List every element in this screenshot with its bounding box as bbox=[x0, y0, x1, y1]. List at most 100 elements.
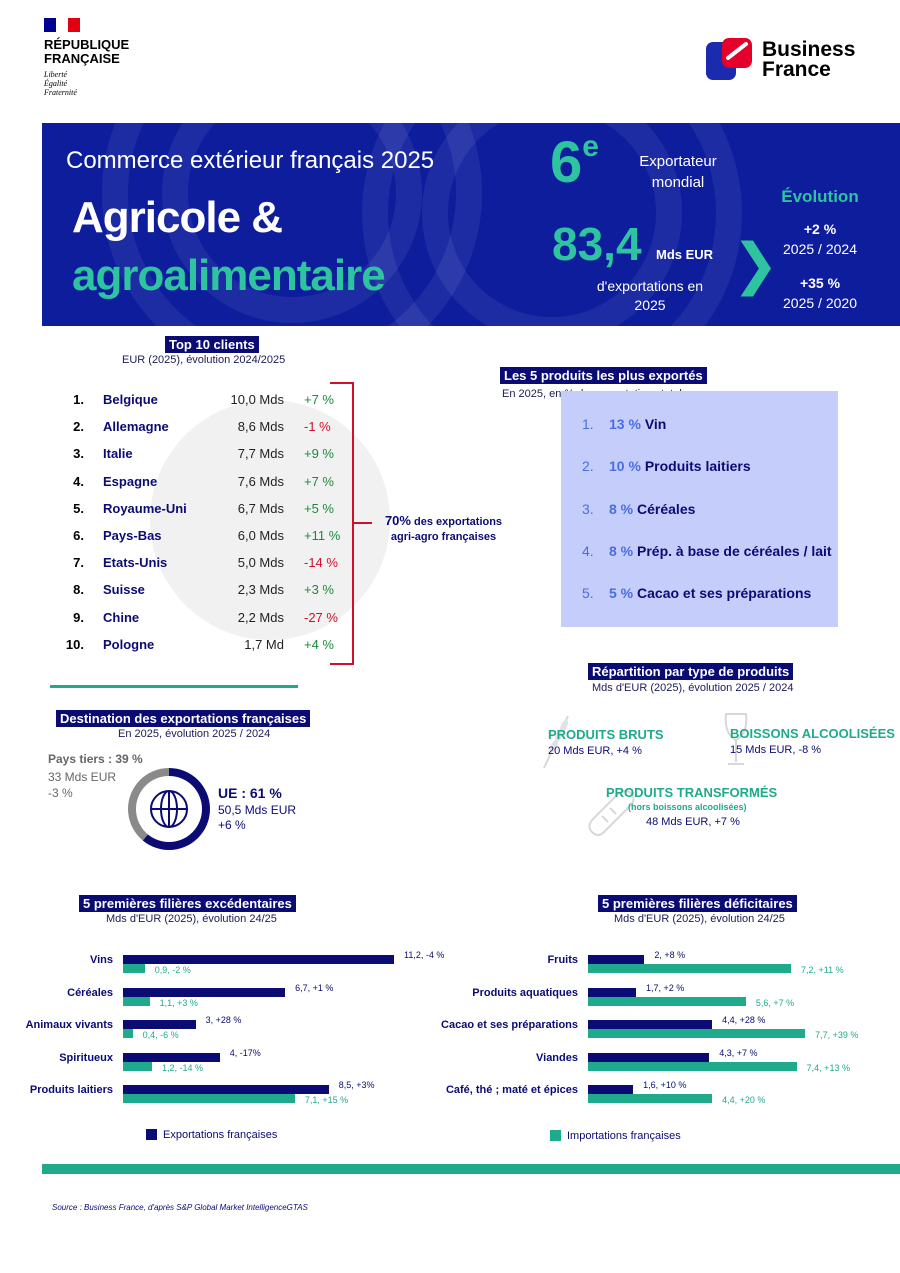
business-france-logo: Business France bbox=[762, 38, 856, 81]
import-bar bbox=[588, 964, 792, 973]
top-client-row: 3. Italie 7,7 Mds +9 % bbox=[60, 446, 340, 466]
product-number: 3. bbox=[582, 500, 594, 517]
top-client-row: 4. Espagne 7,6 Mds +7 % bbox=[60, 474, 340, 494]
client-value: 2,3 Mds bbox=[237, 582, 284, 598]
wheat-icon bbox=[543, 715, 569, 769]
export-bar bbox=[123, 1052, 220, 1062]
import-bar bbox=[123, 964, 145, 973]
top-client-row: 2. Allemagne 8,6 Mds -1 % bbox=[60, 419, 340, 439]
product-pct: 10 % bbox=[609, 458, 641, 475]
world-rank: 6e bbox=[550, 130, 599, 195]
product-pct: 5 % bbox=[609, 585, 634, 602]
bar-category-label: Spiritueux bbox=[59, 1051, 113, 1064]
import-bar-label: 7,4, +13 % bbox=[806, 1062, 850, 1073]
product-label: Produits laitiers bbox=[644, 458, 751, 475]
destination-title: Destination des exportations françaises bbox=[56, 710, 311, 727]
client-country: Chine bbox=[103, 609, 140, 625]
top-product-item: 2. 10 % Produits laitiers bbox=[582, 458, 751, 474]
import-bar bbox=[123, 1061, 153, 1071]
exports-unit: Mds EUR bbox=[656, 247, 714, 262]
republique-flag-logo bbox=[44, 18, 80, 32]
client-country: Pologne bbox=[103, 636, 155, 652]
client-country: Italie bbox=[103, 446, 133, 462]
republique-francaise-logo: RÉPUBLIQUE FRANÇAISE bbox=[44, 37, 130, 66]
evolution-2020: +35 % 2025 / 2020 bbox=[783, 275, 857, 311]
import-bar bbox=[123, 1094, 295, 1104]
product-label: Cacao et ses préparations bbox=[637, 585, 812, 602]
client-evolution: -14 % bbox=[304, 555, 338, 571]
top-product-item: 5. 5 % Cacao et ses préparations bbox=[582, 585, 811, 601]
client-rank: 9. bbox=[73, 609, 84, 625]
transformes-note: (hors boissons alcoolisées) bbox=[628, 802, 747, 812]
client-evolution: +11 % bbox=[304, 528, 341, 543]
bar-category-label: Produits laitiers bbox=[29, 1084, 113, 1097]
client-rank: 4. bbox=[73, 473, 84, 489]
import-bar bbox=[123, 996, 150, 1006]
tiers-value: 33 Mds EUR bbox=[48, 770, 117, 784]
import-bar-label: 0,9, -2 % bbox=[154, 965, 191, 975]
boissons-value: 15 Mds EUR, -8 % bbox=[730, 744, 822, 756]
client-rank: 6. bbox=[73, 528, 84, 543]
client-value: 6,7 Mds bbox=[237, 500, 284, 516]
import-bar-label: 4,4, +20 % bbox=[722, 1095, 766, 1106]
source-note: Source : Business France, d'après S&P Gl… bbox=[52, 1203, 308, 1212]
product-label: Prép. à base de céréales / lait bbox=[637, 542, 832, 559]
client-value: 5,0 Mds bbox=[237, 555, 284, 571]
import-bar bbox=[588, 1094, 713, 1104]
top-products-title: Les 5 produits les plus exportés bbox=[500, 367, 707, 384]
bar-category-label: Produits aquatiques bbox=[472, 986, 578, 999]
top-client-row: 9. Chine 2,2 Mds -27 % bbox=[60, 610, 340, 630]
ue-value: 50,5 Mds EUR bbox=[218, 803, 297, 817]
ue-title: UE : 61 % bbox=[218, 785, 282, 801]
ue-evo: +6 % bbox=[218, 818, 246, 832]
world-rank-label: Exportateur mondial bbox=[639, 153, 717, 191]
client-country: Pays-Bas bbox=[103, 528, 162, 543]
legend-imports: Importations françaises bbox=[567, 1130, 681, 1142]
transformes-value: 48 Mds EUR, +7 % bbox=[646, 816, 740, 828]
legend-exports-swatch bbox=[146, 1129, 157, 1140]
top-client-row: 1. Belgique 10,0 Mds +7 % bbox=[60, 392, 340, 412]
export-bar bbox=[588, 987, 636, 997]
bruts-title: PRODUITS BRUTS bbox=[548, 727, 664, 742]
bar-category-label: Vins bbox=[89, 954, 113, 966]
import-bar-label: 0,4, -6 % bbox=[142, 1030, 179, 1041]
client-value: 7,6 Mds bbox=[237, 473, 284, 489]
export-bar-label: 4,4, +28 % bbox=[722, 1015, 766, 1026]
client-evolution: +3 % bbox=[304, 582, 334, 598]
section-divider bbox=[50, 685, 298, 688]
client-country: Suisse bbox=[103, 582, 145, 598]
top-products-box bbox=[561, 391, 838, 627]
bar-category-label: Céréales bbox=[67, 986, 113, 999]
product-number: 5. bbox=[582, 585, 594, 602]
client-evolution: -27 % bbox=[304, 609, 338, 625]
bread-icon bbox=[588, 790, 635, 836]
exports-label: d'exportations en 2025 bbox=[596, 278, 704, 313]
export-bar bbox=[588, 1085, 634, 1095]
client-country: Allemagne bbox=[103, 419, 169, 435]
repartition-subtitle: Mds d'EUR (2025), évolution 2025 / 2024 bbox=[592, 682, 794, 694]
top-product-item: 1. 13 % Vin bbox=[582, 416, 666, 432]
hero-banner: Commerce extérieur français 2025 Agricol… bbox=[42, 123, 900, 326]
wine-glass-icon bbox=[724, 713, 748, 765]
import-bar-label: 1,1, +3 % bbox=[159, 997, 198, 1008]
client-value: 7,7 Mds bbox=[237, 446, 284, 462]
import-bar-label: 7,2, +11 % bbox=[801, 965, 844, 975]
globe-icon bbox=[150, 790, 188, 828]
client-evolution: +5 % bbox=[304, 500, 334, 516]
client-country: Royaume-Uni bbox=[103, 500, 187, 516]
product-pct: 8 % bbox=[609, 542, 634, 559]
export-bar bbox=[123, 1020, 196, 1030]
bruts-value: 20 Mds EUR, +4 % bbox=[548, 745, 642, 757]
export-bar-label: 4,3, +7 % bbox=[719, 1047, 758, 1058]
footer-bar bbox=[42, 1164, 900, 1174]
client-rank: 10. bbox=[65, 636, 84, 652]
client-rank: 8. bbox=[73, 582, 84, 598]
excedentaires-subtitle: Mds d'EUR (2025), évolution 24/25 bbox=[106, 913, 277, 925]
excedentaires-title: 5 premières filières excédentaires bbox=[79, 895, 296, 912]
product-number: 2. bbox=[582, 458, 594, 475]
boissons-title: BOISSONS ALCOOLISÉES bbox=[730, 726, 895, 741]
top-clients-share: 70% des exportations agri-agro française… bbox=[384, 513, 503, 543]
client-evolution: +7 % bbox=[304, 392, 334, 407]
client-country: Etats-Unis bbox=[103, 555, 168, 571]
banner-title-line1: Agricole & bbox=[72, 193, 283, 242]
